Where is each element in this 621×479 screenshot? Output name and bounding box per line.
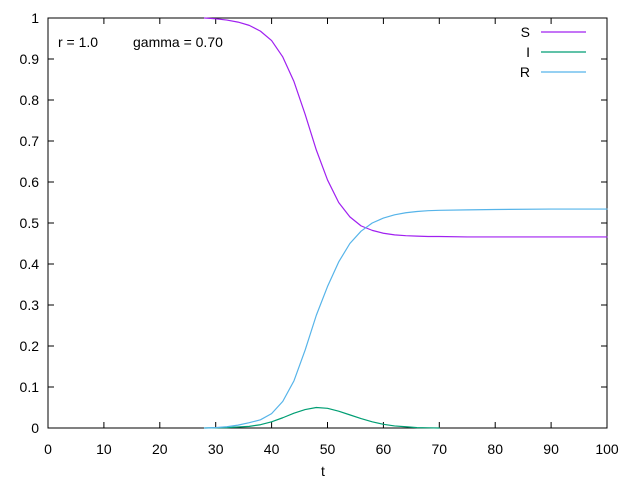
x-tick-label: 0 — [44, 441, 52, 457]
series-line-i — [203, 406, 440, 429]
x-tick-label: 40 — [264, 441, 280, 457]
y-axis-ticks: 0 0.1 0.2 0.3 0.4 0.5 0.6 0.7 0.8 0.9 1 — [20, 10, 607, 436]
x-tick-label: 10 — [96, 441, 112, 457]
y-tick-label: 0.7 — [20, 133, 40, 149]
x-tick-label: 20 — [152, 441, 168, 457]
x-tick-label: 60 — [376, 441, 392, 457]
legend-label-r: R — [520, 64, 530, 80]
y-tick-label: 0 — [31, 420, 39, 436]
y-tick-label: 0.6 — [20, 174, 40, 190]
series-line-r — [203, 208, 608, 429]
x-tick-label: 70 — [432, 441, 448, 457]
x-tick-label: 90 — [543, 441, 559, 457]
y-tick-label: 0.4 — [20, 256, 40, 272]
legend-label-s: S — [521, 24, 530, 40]
annotation-gamma: gamma = 0.70 — [133, 34, 223, 50]
annotation-r: r = 1.0 — [58, 34, 98, 50]
legend-label-i: I — [526, 44, 530, 60]
y-tick-label: 0.9 — [20, 51, 40, 67]
y-tick-label: 0.8 — [20, 92, 40, 108]
y-tick-label: 0.1 — [20, 379, 40, 395]
x-tick-label: 100 — [595, 441, 619, 457]
legend: SIR — [520, 24, 586, 80]
x-tick-label: 50 — [320, 441, 336, 457]
y-tick-label: 0.2 — [20, 338, 40, 354]
series-line-s — [203, 17, 608, 238]
series-layer — [203, 17, 608, 429]
x-tick-label: 30 — [208, 441, 224, 457]
y-tick-label: 0.5 — [20, 215, 40, 231]
y-tick-label: 0.3 — [20, 297, 40, 313]
y-tick-label: 1 — [31, 10, 39, 26]
x-axis-label: t — [321, 463, 325, 479]
x-axis-ticks: 0 10 20 30 40 50 60 70 80 90 100 — [44, 18, 619, 457]
x-tick-label: 80 — [487, 441, 503, 457]
